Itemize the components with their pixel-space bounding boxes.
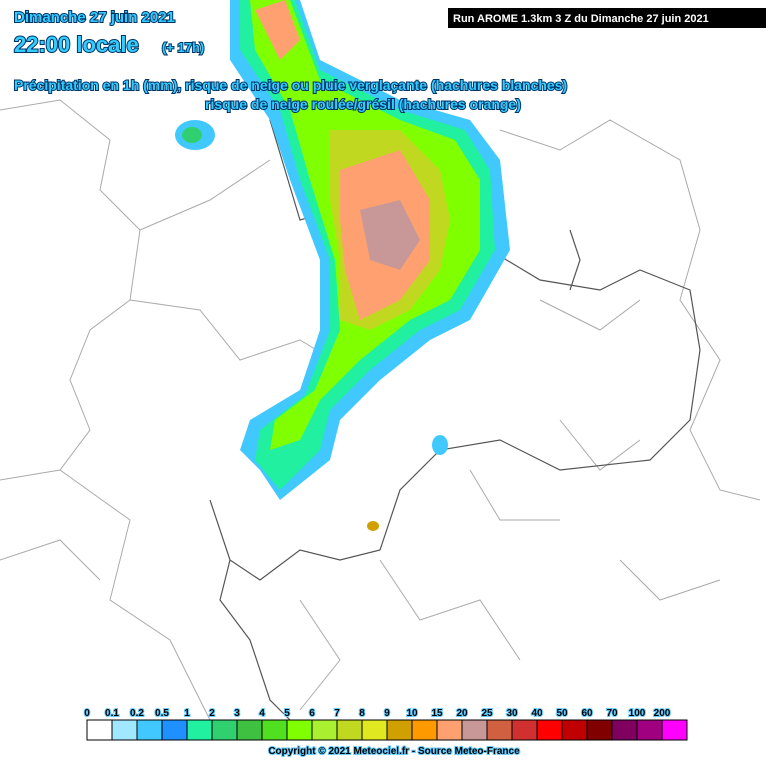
legend-swatch (236, 719, 263, 741)
legend-swatch (286, 719, 313, 741)
legend-label: 0.2 (130, 708, 144, 719)
legend-swatch (386, 719, 413, 741)
time: 22:00 locale (14, 32, 139, 57)
legend-swatch (436, 719, 463, 741)
legend-swatch (186, 719, 213, 741)
legend-label: 10 (406, 708, 418, 719)
legend-label: 5 (284, 708, 290, 719)
legend-swatch (461, 719, 488, 741)
legend-label: 6 (309, 708, 315, 719)
date: Dimanche 27 juin 2021 (14, 9, 175, 26)
copyright: Copyright © 2021 Meteociel.fr - Source M… (268, 746, 520, 757)
precip-area (367, 521, 379, 531)
precip-area (432, 435, 448, 455)
lake (569, 229, 581, 291)
legend-label: 1 (184, 708, 190, 719)
precipitation-field (175, 0, 510, 531)
legend-label: 7 (334, 708, 340, 719)
legend-swatch (161, 719, 188, 741)
legend-swatch (611, 719, 638, 741)
legend-label: 40 (531, 708, 543, 719)
legend-swatch (211, 719, 238, 741)
legend-label: 60 (581, 708, 593, 719)
lead-time: (+ 17h) (162, 40, 204, 55)
legend-label: 200 (654, 708, 671, 719)
description: risque de neige roulée/grésil (hachures … (205, 96, 521, 112)
legend-swatch (86, 719, 113, 741)
legend-label: 0.1 (105, 708, 119, 719)
legend-swatch (336, 719, 363, 741)
legend-label: 3 (234, 708, 240, 719)
region-border (379, 119, 761, 661)
legend-swatch (636, 719, 663, 741)
legend-label: 20 (456, 708, 468, 719)
legend-label: 30 (506, 708, 518, 719)
legend-label: 25 (481, 708, 493, 719)
legend-label: 100 (629, 708, 646, 719)
legend-label: 15 (431, 708, 443, 719)
legend-swatch (511, 719, 538, 741)
legend-label: 50 (556, 708, 568, 719)
legend-swatch (411, 719, 438, 741)
region-border (0, 469, 560, 711)
precip-area (360, 200, 420, 270)
legend-swatch (536, 719, 563, 741)
description: Précipitation en 1h (mm), risque de neig… (14, 77, 567, 93)
legend-label: 4 (259, 708, 265, 719)
legend-swatch (361, 719, 388, 741)
legend-label: 0.5 (155, 708, 169, 719)
country-border (219, 559, 291, 721)
legend-swatch (486, 719, 513, 741)
precip-area (255, 0, 300, 60)
legend-label: 2 (209, 708, 215, 719)
legend-label: 8 (359, 708, 365, 719)
legend-swatch (261, 719, 288, 741)
legend-swatch (586, 719, 613, 741)
legend-swatch (561, 719, 588, 741)
legend-swatch (311, 719, 338, 741)
run-box (448, 8, 766, 28)
legend-label: 70 (606, 708, 618, 719)
legend-label: 0 (84, 708, 90, 719)
legend: 0 0.1 0.2 0.5 1 2 3 4 5 6 7 8 9 10 15 20 25 30 40 50 60 70 100… (83, 707, 688, 741)
run-info: Run AROME 1.3km 3 Z du Dimanche 27 juin … (453, 13, 709, 25)
legend-swatch (136, 719, 163, 741)
legend-swatch (111, 719, 138, 741)
legend-label: 9 (384, 708, 390, 719)
legend-swatch (661, 719, 688, 741)
precip-area (182, 127, 202, 143)
